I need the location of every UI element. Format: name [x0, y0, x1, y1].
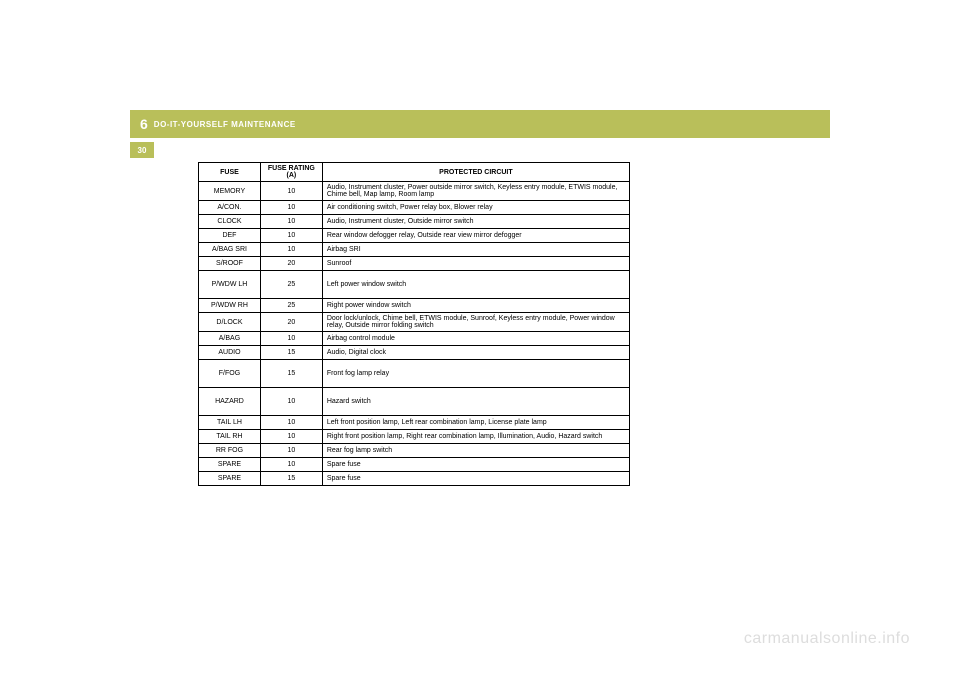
- cell-circuit: Right front position lamp, Right rear co…: [322, 430, 629, 444]
- cell-fuse: TAIL LH: [199, 416, 261, 430]
- cell-circuit: Audio, Instrument cluster, Power outside…: [322, 182, 629, 201]
- table-row: SPARE10Spare fuse: [199, 458, 630, 472]
- cell-rating: 10: [260, 215, 322, 229]
- table-row: A/CON.10Air conditioning switch, Power r…: [199, 201, 630, 215]
- cell-rating: 10: [260, 388, 322, 416]
- cell-rating: 15: [260, 472, 322, 486]
- cell-rating: 15: [260, 360, 322, 388]
- cell-fuse: A/BAG SRI: [199, 243, 261, 257]
- cell-rating: 10: [260, 182, 322, 201]
- table-row: HAZARD10Hazard switch: [199, 388, 630, 416]
- table-row: CLOCK10Audio, Instrument cluster, Outsid…: [199, 215, 630, 229]
- cell-fuse: S/ROOF: [199, 257, 261, 271]
- cell-fuse: DEF: [199, 229, 261, 243]
- cell-fuse: TAIL RH: [199, 430, 261, 444]
- cell-fuse: RR FOG: [199, 444, 261, 458]
- chapter-title: DO-IT-YOURSELF MAINTENANCE: [154, 120, 296, 129]
- table-row: D/LOCK20Door lock/unlock, Chime bell, ET…: [199, 313, 630, 332]
- table-header-row: FUSE FUSE RATING (A) PROTECTED CIRCUIT: [199, 163, 630, 182]
- cell-fuse: A/CON.: [199, 201, 261, 215]
- cell-rating: 25: [260, 299, 322, 313]
- table-row: SPARE15Spare fuse: [199, 472, 630, 486]
- table-row: RR FOG10Rear fog lamp switch: [199, 444, 630, 458]
- cell-fuse: F/FOG: [199, 360, 261, 388]
- cell-fuse: HAZARD: [199, 388, 261, 416]
- cell-fuse: AUDIO: [199, 346, 261, 360]
- table-row: S/ROOF20Sunroof: [199, 257, 630, 271]
- table-row: MEMORY10Audio, Instrument cluster, Power…: [199, 182, 630, 201]
- cell-rating: 15: [260, 346, 322, 360]
- header-circuit: PROTECTED CIRCUIT: [322, 163, 629, 182]
- chapter-header: 6 DO-IT-YOURSELF MAINTENANCE: [130, 110, 830, 138]
- table-row: P/WDW LH25Left power window switch: [199, 271, 630, 299]
- cell-rating: 10: [260, 416, 322, 430]
- cell-circuit: Door lock/unlock, Chime bell, ETWIS modu…: [322, 313, 629, 332]
- table-row: TAIL LH10Left front position lamp, Left …: [199, 416, 630, 430]
- cell-rating: 10: [260, 201, 322, 215]
- cell-rating: 10: [260, 444, 322, 458]
- cell-circuit: Right power window switch: [322, 299, 629, 313]
- cell-circuit: Airbag SRI: [322, 243, 629, 257]
- fuse-table: FUSE FUSE RATING (A) PROTECTED CIRCUIT M…: [198, 162, 630, 486]
- cell-fuse: MEMORY: [199, 182, 261, 201]
- cell-circuit: Spare fuse: [322, 472, 629, 486]
- cell-fuse: SPARE: [199, 458, 261, 472]
- cell-rating: 10: [260, 229, 322, 243]
- cell-rating: 10: [260, 243, 322, 257]
- table-row: F/FOG15Front fog lamp relay: [199, 360, 630, 388]
- page-number: 30: [130, 142, 154, 158]
- table-row: DEF10Rear window defogger relay, Outside…: [199, 229, 630, 243]
- cell-fuse: A/BAG: [199, 332, 261, 346]
- cell-circuit: Sunroof: [322, 257, 629, 271]
- table-row: A/BAG10Airbag control module: [199, 332, 630, 346]
- cell-rating: 20: [260, 313, 322, 332]
- cell-fuse: D/LOCK: [199, 313, 261, 332]
- cell-circuit: Audio, Digital clock: [322, 346, 629, 360]
- cell-fuse: P/WDW LH: [199, 271, 261, 299]
- cell-circuit: Front fog lamp relay: [322, 360, 629, 388]
- table-row: TAIL RH10Right front position lamp, Righ…: [199, 430, 630, 444]
- cell-rating: 10: [260, 430, 322, 444]
- cell-circuit: Airbag control module: [322, 332, 629, 346]
- chapter-number: 6: [140, 116, 148, 132]
- cell-circuit: Spare fuse: [322, 458, 629, 472]
- table-row: A/BAG SRI10Airbag SRI: [199, 243, 630, 257]
- watermark: carmanualsonline.info: [744, 630, 910, 648]
- table-row: P/WDW RH25Right power window switch: [199, 299, 630, 313]
- cell-circuit: Left power window switch: [322, 271, 629, 299]
- cell-fuse: P/WDW RH: [199, 299, 261, 313]
- header-rating: FUSE RATING (A): [260, 163, 322, 182]
- cell-fuse: SPARE: [199, 472, 261, 486]
- cell-fuse: CLOCK: [199, 215, 261, 229]
- header-fuse: FUSE: [199, 163, 261, 182]
- cell-circuit: Air conditioning switch, Power relay box…: [322, 201, 629, 215]
- cell-circuit: Hazard switch: [322, 388, 629, 416]
- cell-rating: 10: [260, 332, 322, 346]
- cell-rating: 25: [260, 271, 322, 299]
- cell-circuit: Rear window defogger relay, Outside rear…: [322, 229, 629, 243]
- table-row: AUDIO15Audio, Digital clock: [199, 346, 630, 360]
- cell-rating: 10: [260, 458, 322, 472]
- cell-rating: 20: [260, 257, 322, 271]
- cell-circuit: Left front position lamp, Left rear comb…: [322, 416, 629, 430]
- cell-circuit: Audio, Instrument cluster, Outside mirro…: [322, 215, 629, 229]
- cell-circuit: Rear fog lamp switch: [322, 444, 629, 458]
